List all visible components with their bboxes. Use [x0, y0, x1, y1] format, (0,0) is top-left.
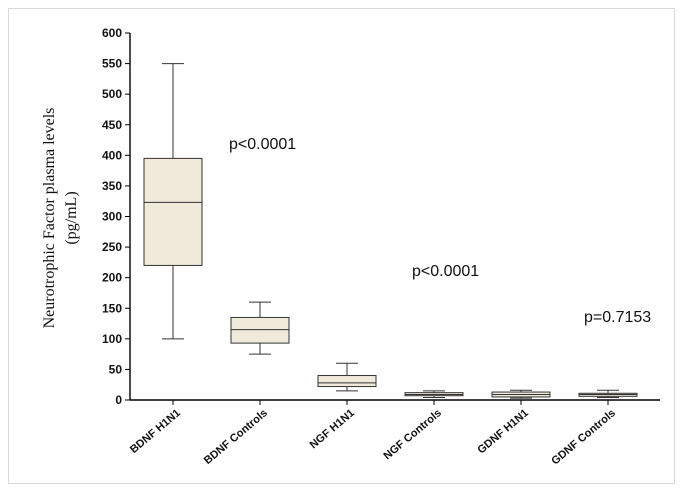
box-iqr	[317, 375, 377, 388]
y-tick-label: 350	[102, 179, 122, 193]
y-tick-label: 550	[102, 57, 122, 71]
y-axis-label-line2: (pg/mL)	[63, 191, 80, 244]
y-tick-label: 600	[102, 26, 122, 40]
y-tick-label: 200	[102, 271, 122, 285]
box-iqr	[143, 157, 203, 266]
y-tick-label: 500	[102, 87, 122, 101]
p-value-annotation-ngf: p<0.0001	[412, 263, 479, 280]
x-tick-label: NGF H1N1	[308, 407, 357, 451]
x-tick-label: BDNF Controls	[202, 407, 270, 467]
p-value-annotation-bdnf: p<0.0001	[229, 136, 296, 153]
y-tick-label: 400	[102, 148, 122, 162]
x-tick-label: GDNF H1N1	[475, 407, 530, 456]
x-tick-label: GDNF Controls	[549, 407, 618, 467]
x-tick-label: BDNF H1N1	[128, 407, 183, 456]
y-tick-label: 250	[102, 240, 122, 254]
y-tick-label: 300	[102, 210, 122, 224]
y-tick-label: 150	[102, 301, 122, 315]
figure-frame	[8, 8, 675, 484]
y-tick-label: 50	[109, 362, 123, 376]
x-tick-label: NGF Controls	[381, 407, 443, 462]
p-value-annotation-gdnf: p=0.7153	[584, 309, 651, 326]
y-tick-label: 450	[102, 118, 122, 132]
y-tick-label: 0	[115, 393, 122, 407]
box-iqr	[230, 316, 290, 344]
y-tick-label: 100	[102, 332, 122, 346]
y-axis-label-line1: Neurotrophic Factor plasma levels	[41, 108, 58, 329]
